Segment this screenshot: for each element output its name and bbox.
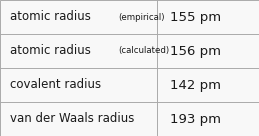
Text: covalent radius: covalent radius	[10, 78, 102, 92]
Text: (empirical): (empirical)	[119, 13, 165, 21]
Text: (calculated): (calculated)	[119, 47, 170, 55]
Text: 142 pm: 142 pm	[170, 78, 221, 92]
Text: van der Waals radius: van der Waals radius	[10, 112, 135, 126]
Text: 193 pm: 193 pm	[170, 112, 221, 126]
Text: 155 pm: 155 pm	[170, 10, 221, 24]
Text: atomic radius: atomic radius	[10, 44, 91, 58]
Text: atomic radius: atomic radius	[10, 10, 91, 24]
Text: 156 pm: 156 pm	[170, 44, 221, 58]
